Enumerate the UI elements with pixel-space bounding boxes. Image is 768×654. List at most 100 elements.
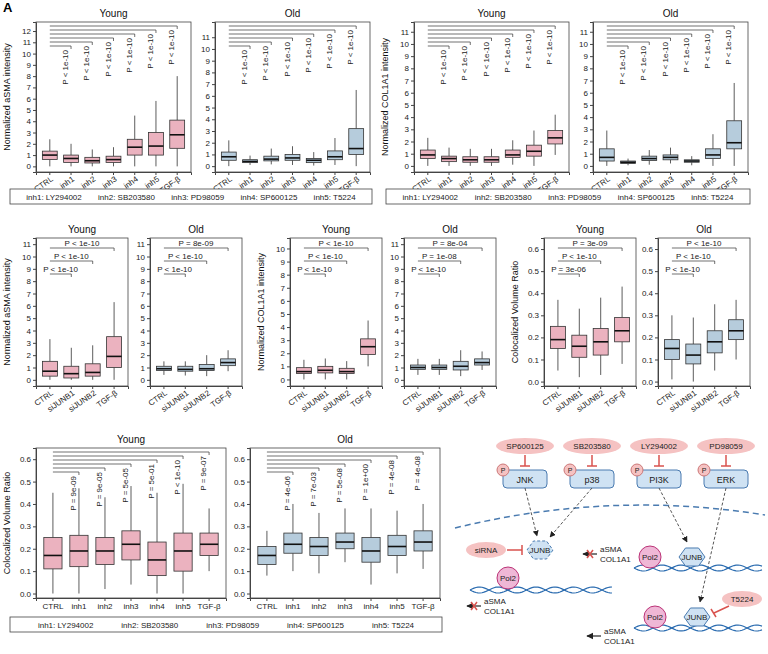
- bracket: [164, 261, 207, 264]
- y-tick: 9: [395, 265, 404, 274]
- y-tick: 0.0: [20, 590, 36, 599]
- bracket: [418, 274, 439, 277]
- whisker-low: [114, 368, 115, 380]
- y-tick-label: 0.1: [20, 567, 32, 576]
- whisker-high: [345, 508, 346, 533]
- phospho-label: P: [702, 467, 707, 474]
- x-tick: inh3: [479, 172, 497, 191]
- y-tick-mark: [33, 281, 36, 282]
- median: [149, 145, 164, 147]
- y-tick-mark: [33, 549, 36, 550]
- kinase-label: p38: [584, 475, 599, 485]
- y-tick-mark: [33, 54, 36, 55]
- whisker-low: [78, 567, 79, 594]
- inhibitor-key: inh1: LY294002inh2: SB203580inh3: PD9805…: [10, 189, 372, 204]
- y-tick-label: 8: [27, 72, 32, 81]
- x-tick-label: inh1: [436, 174, 454, 190]
- y-tick-label: 0.5: [234, 478, 246, 487]
- x-tick: siJUNB2: [575, 386, 606, 414]
- whisker-low: [334, 160, 335, 165]
- box-plot: [106, 147, 121, 166]
- x-axis: CTRLsiJUNB1siJUNB2TGF-β: [287, 386, 383, 414]
- boxes: [258, 504, 432, 585]
- bracket: [607, 42, 649, 45]
- y-tick-mark: [147, 380, 150, 381]
- y-tick: 0: [584, 162, 593, 171]
- y-tick: 9: [141, 265, 150, 274]
- x-tick-label: TGF-β: [197, 602, 221, 611]
- box: [178, 366, 193, 371]
- whisker-high: [185, 361, 186, 366]
- annotations: P < 1e-10P < 1e-10P < 1e-10P < 1e-10P < …: [428, 26, 555, 85]
- y-tick-mark: [33, 355, 36, 356]
- y-tick: 0.6: [642, 245, 658, 254]
- y-tick-mark: [212, 96, 215, 97]
- y-tick: 9: [584, 52, 593, 61]
- x-tick: TGF-β: [95, 386, 120, 409]
- y-tick-label: 0.2: [234, 545, 246, 554]
- box: [550, 326, 565, 348]
- y-tick: 2: [395, 351, 404, 360]
- y-tick-mark: [247, 594, 250, 595]
- y-tick-label: 6: [206, 92, 211, 101]
- x-axis: CTRLinh1inh2inh3inh4inh5TGF-β: [251, 598, 441, 611]
- whisker-low: [346, 374, 347, 380]
- p-value: P < 1e-10: [65, 239, 100, 248]
- figure: A0123456789101112CTRLinh1inh2inh3inh4inh…: [0, 0, 768, 654]
- x-tick-label: inh2: [259, 174, 277, 190]
- whisker-low: [345, 549, 346, 562]
- p-value: P < 1e-10: [104, 41, 113, 76]
- y-tick: 8: [281, 271, 290, 280]
- whisker-low: [131, 560, 132, 585]
- panel: 01234567891011CTRLsiJUNB1siJUNB2TGF-βP <…: [390, 224, 496, 414]
- whisker-high: [671, 315, 672, 339]
- bracket: [607, 46, 628, 49]
- y-tick-label: 11: [23, 240, 32, 249]
- whisker-high: [606, 131, 607, 149]
- p-value: P < 1e-10: [157, 265, 192, 274]
- whisker-low: [49, 376, 50, 380]
- x-tick-label: inh4: [500, 174, 518, 190]
- whisker-high: [92, 345, 93, 364]
- box: [284, 533, 302, 553]
- p-value: P < 1e-10: [168, 252, 203, 261]
- p-value: P < 1e-10: [319, 239, 354, 248]
- p-value: P = 8e-09: [179, 239, 214, 248]
- bracket: [164, 274, 185, 277]
- box: [686, 344, 701, 364]
- phospho-badge: [631, 464, 643, 476]
- median: [684, 160, 699, 162]
- bracket: [50, 30, 156, 33]
- annotations: P = 3e-06P < 1e-10P = 3e-09: [551, 239, 622, 277]
- y-tick: 8: [141, 277, 150, 286]
- whisker-high: [52, 493, 53, 538]
- box-plot: [453, 350, 468, 376]
- whisker-low: [49, 160, 50, 167]
- y-tick-mark: [147, 355, 150, 356]
- p-value: P < 1e-10: [54, 252, 89, 261]
- whisker-high: [622, 287, 623, 318]
- p-value: P < 1e-10: [325, 33, 334, 68]
- x-tick-label: inh3: [101, 174, 119, 190]
- p-value: P = 9e-05: [95, 471, 104, 506]
- box-plot: [148, 493, 166, 594]
- median: [463, 159, 478, 161]
- x-tick-mark: [266, 598, 267, 601]
- box: [727, 121, 742, 149]
- median: [243, 161, 258, 163]
- key-entry: inh5: T5224: [691, 193, 734, 202]
- x-axis-line: [251, 599, 441, 602]
- y-tick: 9: [27, 61, 36, 70]
- plot-frame: [215, 22, 370, 172]
- y-tick: 10: [400, 40, 414, 49]
- p-value: P < 1e-10: [125, 37, 134, 72]
- whisker-high: [734, 83, 735, 121]
- bracket: [428, 34, 513, 37]
- panel: 012345678910CTRLsiJUNB1siJUNB2TGF-βP < 1…: [256, 224, 383, 414]
- y-tick: 0.3: [642, 311, 658, 320]
- gene-label: COL1A1: [484, 607, 515, 616]
- box-plot: [706, 134, 721, 166]
- box: [296, 368, 311, 374]
- x-tick: TGF-β: [463, 386, 488, 409]
- panel-title: Young: [68, 224, 96, 235]
